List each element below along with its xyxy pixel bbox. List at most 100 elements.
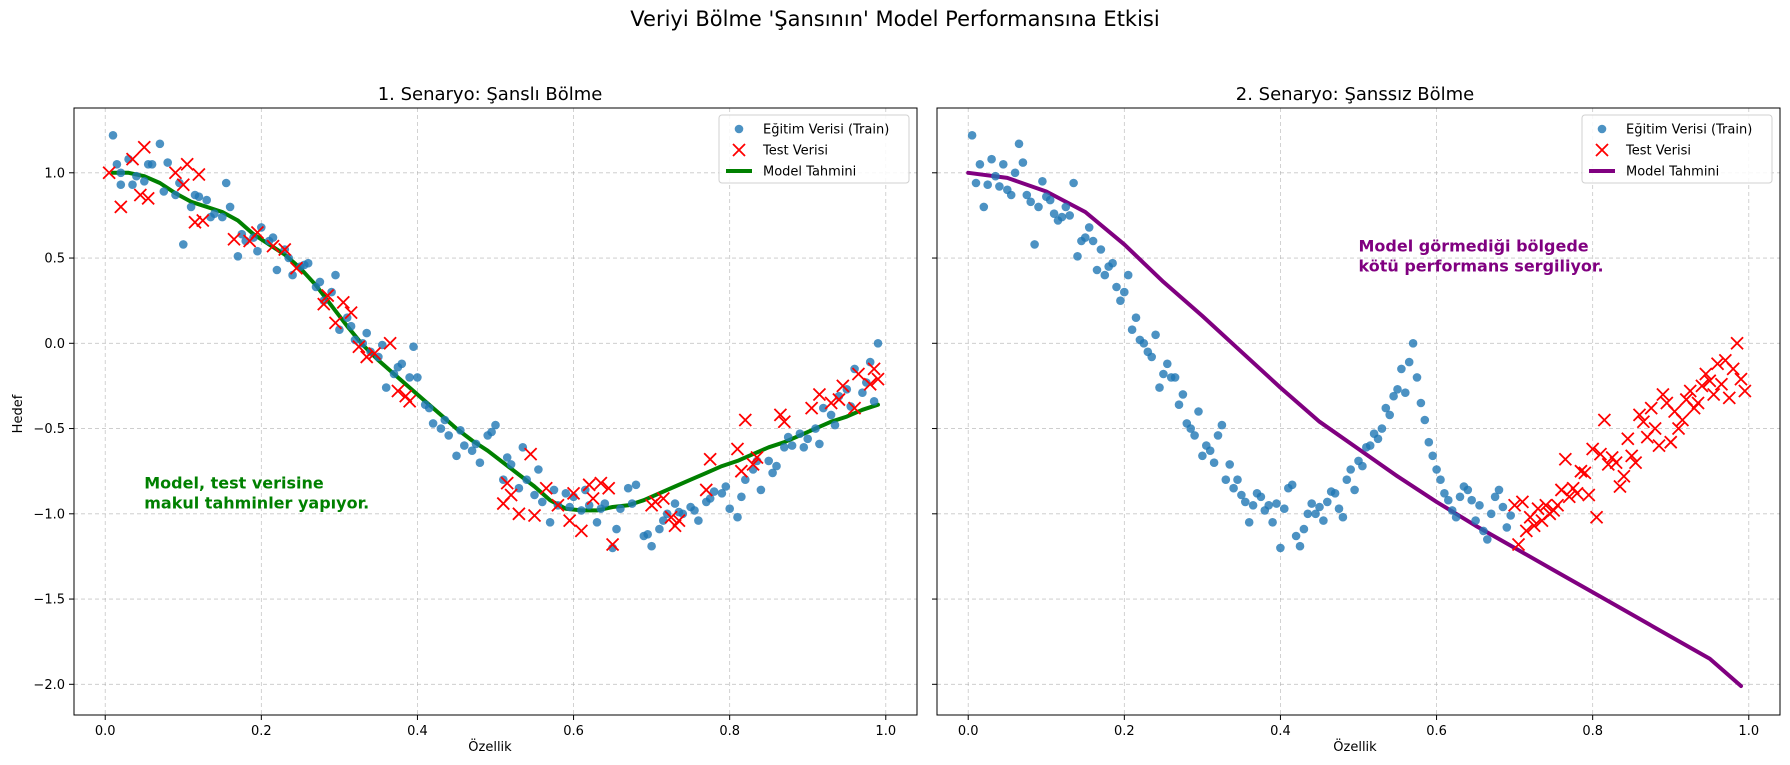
- right-test-point: [1593, 447, 1608, 461]
- left-annotation-line: makul tahminler yapıyor.: [144, 494, 369, 513]
- right-train-point: [999, 160, 1008, 169]
- right-train-point: [1159, 369, 1168, 379]
- left-train-point: [253, 246, 262, 256]
- right-legend-label: Test Verisi: [1625, 144, 1691, 159]
- right-train-point: [1280, 504, 1289, 513]
- right-train-point: [1108, 258, 1117, 268]
- right-test-point: [1699, 367, 1713, 381]
- left-train-point: [721, 482, 731, 491]
- right-legend-label: Eğitim Verisi (Train): [1626, 123, 1752, 138]
- left-train-point: [780, 443, 789, 452]
- right-train-point: [1100, 270, 1110, 280]
- left-train-point: [694, 516, 703, 525]
- right-train-point: [1506, 511, 1515, 520]
- left-train-point: [577, 506, 586, 515]
- right-train-point: [1198, 451, 1207, 461]
- left-train-point: [643, 530, 652, 539]
- left-train-point: [155, 139, 165, 149]
- left-xtick-label: 0.4: [407, 724, 428, 739]
- left-train-point: [764, 456, 773, 466]
- right-train-point: [1241, 497, 1250, 507]
- right-train-point: [1428, 451, 1437, 461]
- left-train-point: [163, 158, 172, 167]
- right-train-point: [1190, 431, 1199, 440]
- right-model-prediction-line: [966, 170, 1743, 688]
- right-train-point: [975, 160, 985, 169]
- left-train-point: [725, 504, 734, 513]
- right-train-point: [1404, 357, 1414, 367]
- right-train-point: [1022, 190, 1032, 200]
- left-legend-box: [718, 114, 910, 184]
- left-train-point: [452, 451, 461, 461]
- right-train-point: [1155, 383, 1164, 392]
- right-test-point: [1726, 362, 1740, 376]
- right-annotation-line: kötü performans sergiliyor.: [1359, 257, 1604, 276]
- figure-title: Veriyi Bölme 'Şansının' Model Performans…: [630, 7, 1159, 31]
- right-train-point: [1358, 461, 1367, 471]
- left-train-point: [413, 373, 422, 382]
- left-test-point: [176, 178, 190, 192]
- left-test-point: [594, 476, 608, 490]
- right-test-point: [1671, 421, 1686, 436]
- right-train-point: [1440, 489, 1449, 498]
- right-test-point: [1707, 387, 1721, 402]
- right-test-point: [1582, 488, 1596, 502]
- right-test-point: [1519, 524, 1533, 538]
- left-test-point: [383, 336, 397, 350]
- right-test-point: [1617, 469, 1631, 483]
- right-train-point: [1163, 359, 1172, 369]
- left-train-point: [272, 265, 282, 275]
- left-train-point: [409, 342, 418, 352]
- left-test-point: [391, 384, 405, 398]
- right-train-point: [1338, 512, 1348, 522]
- left-legend-test-swatch: [732, 143, 746, 157]
- left-test-point: [563, 513, 577, 528]
- right-train-point: [1123, 270, 1133, 280]
- right-train-point: [1494, 485, 1504, 495]
- right-train-point: [1112, 282, 1121, 292]
- right-train-point: [1014, 139, 1024, 149]
- left-train-point: [717, 489, 727, 498]
- left-test-point: [102, 166, 116, 180]
- right-train-point: [1084, 223, 1094, 232]
- right-test-point: [1613, 479, 1627, 494]
- left-test-point: [512, 507, 526, 521]
- left-test-point: [699, 483, 713, 497]
- left-xtick-label: 0.0: [95, 724, 116, 739]
- right-xtick-label: 0.6: [1426, 724, 1447, 739]
- right-train-point: [1483, 535, 1492, 544]
- left-chart-xlabel: Özellik: [468, 738, 512, 755]
- right-train-point: [1303, 509, 1313, 519]
- left-train-point: [756, 485, 766, 495]
- right-train-point: [1174, 400, 1184, 410]
- right-train-point: [1432, 465, 1441, 474]
- left-train-point: [647, 541, 656, 551]
- right-train-point: [1323, 497, 1332, 507]
- right-train-point: [1397, 364, 1406, 374]
- right-test-point: [1527, 519, 1541, 533]
- left-train-point: [565, 502, 574, 512]
- left-test-point: [812, 387, 827, 402]
- left-train-point: [171, 190, 180, 200]
- right-train-point: [1436, 475, 1445, 485]
- left-test-point: [847, 401, 862, 415]
- left-test-point: [114, 200, 128, 214]
- right-train-point: [1471, 516, 1480, 525]
- left-test-point: [328, 316, 343, 330]
- left-test-point: [188, 215, 202, 229]
- right-train-point: [1120, 287, 1129, 297]
- left-train-point: [331, 270, 340, 280]
- right-train-point: [1233, 475, 1242, 485]
- left-train-point: [561, 489, 571, 498]
- right-test-point: [1714, 377, 1729, 391]
- right-train-point: [1451, 512, 1461, 522]
- left-test-point: [137, 140, 151, 154]
- right-legend-test-swatch: [1595, 143, 1609, 157]
- left-train-point: [705, 494, 715, 503]
- right-train-point: [1213, 431, 1223, 440]
- left-train-point: [378, 340, 387, 350]
- left-test-point: [321, 288, 335, 303]
- left-train-point: [116, 168, 126, 178]
- left-test-point: [125, 152, 140, 166]
- right-train-point: [1444, 495, 1453, 505]
